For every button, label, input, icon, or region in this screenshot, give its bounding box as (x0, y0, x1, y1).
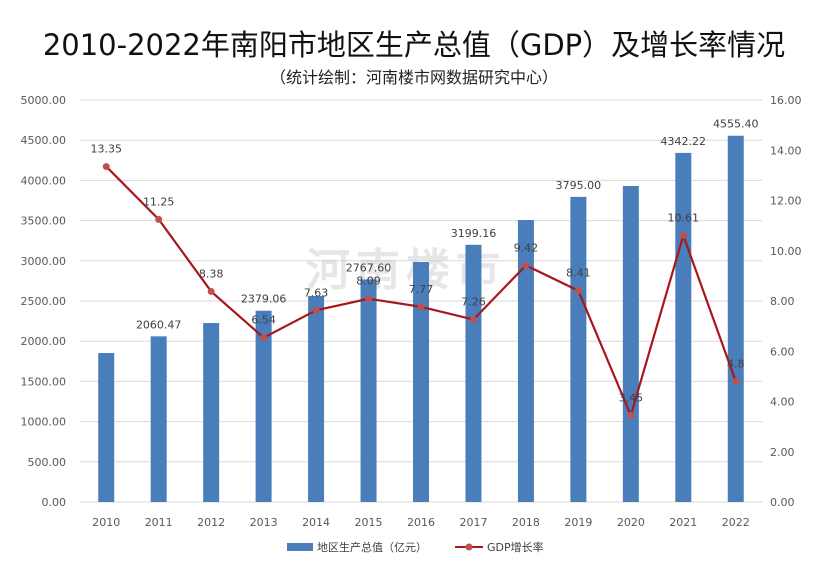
bar (675, 152, 692, 503)
bar (360, 279, 377, 502)
y-left-tick-label: 1000.00 (21, 416, 67, 429)
line-data-label: 10.61 (668, 211, 700, 224)
legend-line-label: GDP增长率 (487, 540, 544, 554)
line-point (260, 334, 268, 342)
line-point (469, 316, 477, 324)
x-tick-label: 2014 (302, 516, 330, 529)
line-data-label: 4.8 (727, 357, 745, 370)
line-point (522, 261, 530, 269)
y-left-tick-label: 2500.00 (21, 295, 67, 308)
line-point (732, 377, 740, 385)
x-tick-label: 2019 (564, 516, 592, 529)
x-tick-label: 2010 (92, 516, 120, 529)
line-data-label: 11.25 (143, 195, 175, 208)
bar (308, 296, 325, 502)
x-tick-label: 2021 (669, 516, 697, 529)
bar (727, 135, 744, 502)
line-data-label: 8.41 (566, 267, 591, 280)
chart-subtitle: （统计绘制：河南楼市网数据研究中心） (269, 68, 558, 87)
y-right-tick-label: 14.00 (770, 144, 802, 157)
y-right-tick-label: 12.00 (770, 195, 802, 208)
x-tick-label: 2012 (197, 516, 225, 529)
y-left-tick-label: 3500.00 (21, 215, 67, 228)
bar-data-label: 4555.40 (713, 118, 759, 131)
bar (203, 323, 220, 502)
bar (570, 196, 587, 502)
y-right-tick-label: 4.00 (770, 396, 795, 409)
y-left-tick-label: 1500.00 (21, 375, 67, 388)
bar (150, 336, 167, 502)
bar-data-label: 3199.16 (451, 227, 497, 240)
y-right-tick-label: 8.00 (770, 295, 795, 308)
bar-data-label: 2379.06 (241, 293, 287, 306)
line-point (155, 215, 163, 223)
y-right-tick-label: 2.00 (770, 446, 795, 459)
line-point (207, 287, 215, 295)
line-point (102, 163, 110, 171)
bar (465, 244, 482, 502)
legend-bar-swatch (287, 543, 313, 551)
line-data-label: 9.42 (514, 241, 539, 254)
line-data-label: 3.45 (619, 391, 644, 404)
x-tick-label: 2016 (407, 516, 435, 529)
bar (517, 220, 534, 502)
y-left-tick-label: 2000.00 (21, 335, 67, 348)
bar (413, 262, 429, 502)
line-point (574, 287, 582, 295)
line-data-label: 7.63 (304, 286, 329, 299)
bar (622, 186, 639, 502)
line-data-label: 7.77 (409, 283, 434, 296)
y-left-tick-label: 3000.00 (21, 255, 67, 268)
bar (98, 353, 115, 502)
x-tick-label: 2013 (250, 516, 278, 529)
y-left-tick-label: 4500.00 (21, 134, 67, 147)
y-right-tick-label: 6.00 (770, 345, 795, 358)
line-point (417, 303, 425, 311)
x-tick-label: 2018 (512, 516, 540, 529)
x-tick-label: 2011 (145, 516, 173, 529)
y-right-tick-label: 0.00 (770, 496, 795, 509)
y-right-tick-label: 10.00 (770, 245, 802, 258)
bar-data-label: 2767.60 (346, 261, 392, 274)
line-point (312, 306, 320, 314)
x-tick-label: 2017 (459, 516, 487, 529)
legend-line-marker (465, 543, 473, 551)
x-tick-label: 2020 (617, 516, 645, 529)
y-left-tick-label: 500.00 (28, 456, 67, 469)
line-data-label: 13.35 (90, 143, 122, 156)
line-data-label: 7.26 (461, 296, 486, 309)
bar-data-label: 2060.47 (136, 318, 182, 331)
legend-bar-label: 地区生产总值（亿元） (317, 540, 427, 554)
y-left-tick-label: 5000.00 (21, 94, 67, 107)
line-data-label: 6.54 (251, 314, 276, 327)
line-point (365, 295, 373, 303)
y-left-tick-label: 4000.00 (21, 174, 67, 187)
chart-title: 2010-2022年南阳市地区生产总值（GDP）及增长率情况 (42, 28, 786, 62)
line-data-label: 8.38 (199, 267, 224, 280)
y-left-tick-label: 0.00 (42, 496, 67, 509)
x-tick-label: 2022 (722, 516, 750, 529)
bar-data-label: 4342.22 (661, 135, 707, 148)
bar-data-label: 3795.00 (556, 179, 602, 192)
line-point (627, 411, 635, 419)
line-data-label: 8.09 (356, 275, 381, 288)
y-right-tick-label: 16.00 (770, 94, 802, 107)
line-point (679, 231, 687, 239)
x-tick-label: 2015 (355, 516, 383, 529)
bar (255, 310, 272, 502)
